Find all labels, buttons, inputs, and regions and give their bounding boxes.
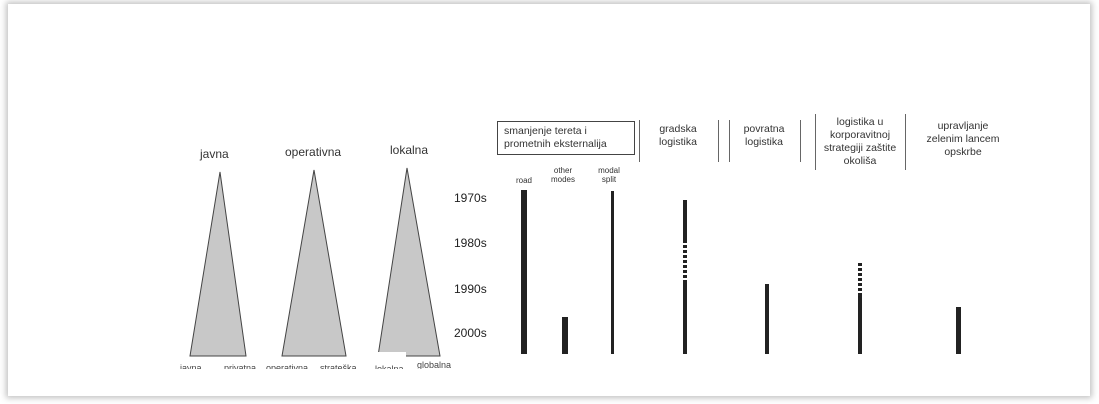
triangle-label-operativna: operativna	[285, 145, 342, 159]
bottom-label-privatna: privatna	[224, 363, 257, 373]
bar-gradska-solid-bottom	[683, 280, 687, 354]
diagram-frame	[8, 4, 1090, 396]
separator-6	[905, 114, 906, 170]
decade-1990s: 1990s	[454, 282, 487, 296]
bar-modal-split	[611, 191, 614, 354]
heading-povratna-logistika: povratna logistika	[743, 123, 785, 148]
bar-road	[521, 190, 527, 354]
sublabel-road: road	[515, 176, 532, 185]
separator-4	[800, 120, 801, 162]
sublabel-modal-split: modal split	[598, 166, 620, 184]
heading-zeleni-lanac: upravljanje zelenim lancem opskrbe	[926, 120, 1000, 158]
separator-1	[639, 120, 640, 162]
bottom-crop	[170, 369, 470, 396]
separator-5	[815, 114, 816, 170]
triangle-label-javna: javna	[200, 147, 229, 161]
bottom-label-strateska: strateška	[320, 363, 357, 373]
bottom-label-globalna: globalna	[417, 360, 452, 370]
triangle-operativna	[281, 169, 347, 357]
bar-gradska-solid-top	[683, 200, 687, 240]
separator-3	[729, 120, 730, 162]
triangle-lokalna	[377, 167, 441, 357]
bar-other-modes	[562, 317, 568, 354]
bar-zeleni-lanac	[956, 307, 961, 354]
heading-logistika-strategija: logistika u korporavitnoj strategiji zaš…	[823, 116, 897, 167]
triangle-label-lokalna: lokalna	[390, 143, 429, 157]
bar-strategija-dashed	[858, 263, 862, 293]
separator-2	[718, 120, 719, 162]
triangle-javna	[189, 171, 247, 357]
decade-2000s: 2000s	[454, 326, 487, 340]
heading-smanjenje-tereta: smanjenje tereta i prometnih eksternalij…	[497, 121, 635, 155]
decade-1970s: 1970s	[454, 191, 487, 205]
bottom-label-javna: javna	[180, 363, 202, 373]
bar-povratna	[765, 284, 769, 354]
heading-gradska-logistika: gradska logistika	[659, 123, 697, 148]
sublabel-other-modes: other modes	[550, 166, 575, 184]
decade-1980s: 1980s	[454, 236, 487, 250]
bar-gradska-dashed	[683, 240, 687, 280]
bar-strategija-solid	[858, 293, 862, 354]
bottom-label-operativna: operativna	[266, 363, 309, 373]
